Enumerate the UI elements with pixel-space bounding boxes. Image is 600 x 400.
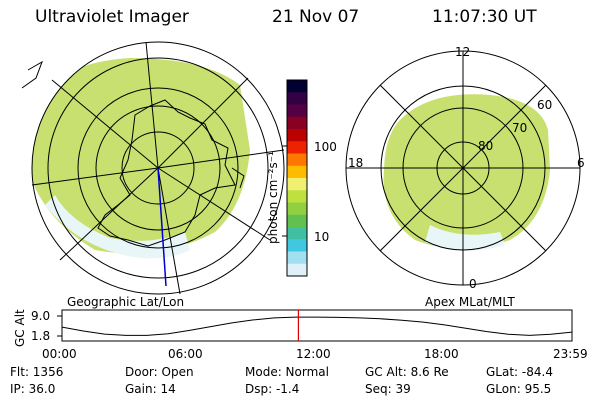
geo-latitude: GLat: -84.4 [486,365,553,379]
lat-circle-3 [77,87,239,249]
xtick-label-0000: 00:00 [42,347,77,361]
mlt-label-18: 18 [348,156,364,170]
mlt-lines [346,51,580,285]
colorbar-cell [287,251,307,265]
ip-value: IP: 36.0 [10,382,56,396]
mlat-label-60: 60 [537,98,553,112]
right-low-intensity-region [425,225,505,251]
longitude-lines [31,41,285,295]
colorbar-label-100: 100 [314,140,337,154]
xtick-label-1800: 18:00 [424,347,459,361]
colorbar-cell [287,116,307,130]
colorbar-cell [287,227,307,240]
lat-circle-2 [95,105,221,231]
colorbar-cell [287,80,307,93]
date-label: 21 Nov 07 [272,7,360,27]
antarctica-coastline [97,99,236,247]
colorbar-cell [287,153,307,167]
xtick-label-2359: 23:59 [553,347,588,361]
ytick-label-1-8: 1.8 [31,329,51,343]
colorbar-cell [287,104,307,118]
mlat-label-70: 70 [512,121,528,135]
altitude-chart [57,309,573,342]
colorbar-cell [287,239,307,252]
mlt-label-12: 12 [455,45,471,59]
colorbar-frame [286,79,308,277]
ytick-label-9: 9.0 [31,309,51,323]
mlt-label-0: 0 [469,277,477,291]
colorbar-label-10: 10 [314,230,330,244]
lat-circle-4 [47,57,269,279]
gain-value: Gain: 14 [125,382,176,396]
xtick-label-0600: 06:00 [168,347,203,361]
colorbar-cell [287,129,307,142]
dsp-value: Dsp: -1.4 [245,382,300,396]
left-low-intensity-region [45,195,190,259]
flight-number: Flt: 1356 [10,365,64,379]
mlat-label-80: 80 [478,139,494,153]
xtick-label-1200: 12:00 [296,347,331,361]
mlt-label-6: 6 [577,156,585,170]
colorbar-cell [287,202,307,216]
geo-longitude: GLon: 95.5 [486,382,552,396]
mode-status: Mode: Normal [245,365,329,379]
geographic-caption: Geographic Lat/Lon [67,295,185,309]
altitude-frame [61,309,573,342]
terminator-line [157,167,167,287]
altitude-ylabel: GC Alt [13,309,27,347]
colorbar-cell [287,190,307,203]
colorbar-cell [287,178,307,191]
colorbar-cell [287,214,307,228]
magnetic-map [345,50,581,286]
lat-circle-outer [31,41,285,295]
lat-circle-inner [121,131,195,205]
magnetic-caption: Apex MLat/MLT [425,295,515,309]
colorbar-cell [287,92,307,105]
colorbar-cell [287,165,307,179]
altitude-series-line [62,316,572,336]
instrument-title: Ultraviolet Imager [35,7,189,27]
colorbar-cell [287,263,307,277]
gc-altitude: GC Alt: 8.6 Re [365,365,449,379]
sequence-number: Seq: 39 [365,382,411,396]
geographic-map [21,41,285,295]
time-label: 11:07:30 UT [432,7,537,27]
colorbar [282,79,308,277]
continent-outline [21,60,245,189]
door-status: Door: Open [125,365,194,379]
colorbar-cell [287,141,307,154]
colorbar-unit-label: photon cm⁻²s⁻¹ [266,151,280,244]
